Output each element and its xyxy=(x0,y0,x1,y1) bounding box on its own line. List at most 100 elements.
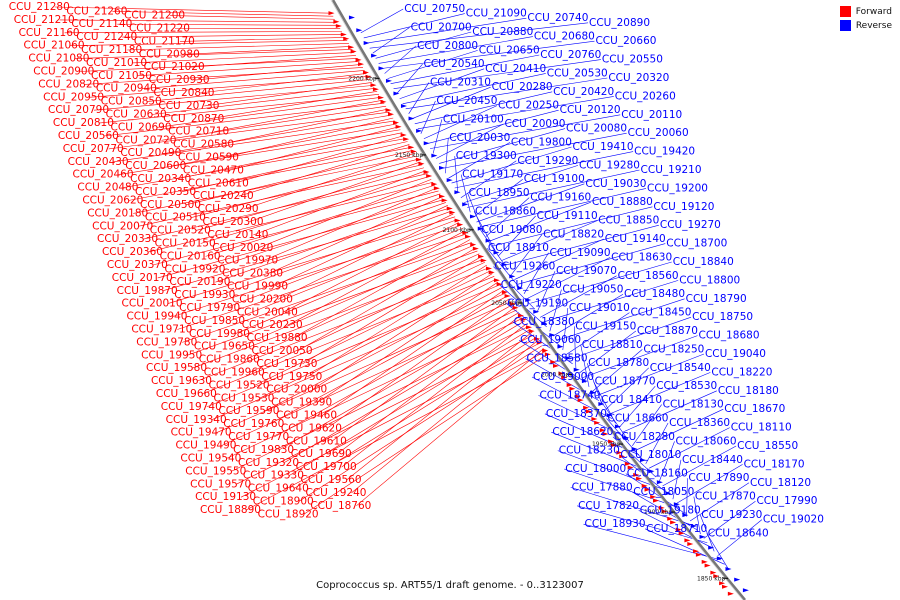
forward-gene xyxy=(687,542,694,547)
forward-connector xyxy=(336,315,521,455)
forward-gene xyxy=(496,282,503,287)
reverse-connector xyxy=(411,86,491,120)
forward-gene-label: CCU_20300 xyxy=(203,216,264,228)
forward-gene xyxy=(504,294,511,299)
forward-gene-label: CCU_19880 xyxy=(247,332,308,344)
forward-connector xyxy=(122,34,344,38)
reverse-connector xyxy=(580,344,590,387)
forward-gene xyxy=(684,538,691,543)
forward-gene xyxy=(520,317,527,322)
forward-gene-label: CCU_19780 xyxy=(136,336,197,348)
forward-connector xyxy=(225,219,458,309)
reverse-connector xyxy=(467,169,640,208)
reverse-gene-label: CCU_19140 xyxy=(605,233,666,245)
forward-gene-label: CCU_21050 xyxy=(91,70,152,82)
reverse-connector xyxy=(381,40,595,69)
forward-gene xyxy=(693,549,700,554)
forward-gene-label: CCU_20770 xyxy=(63,143,124,155)
reverse-gene-label: CCU_18660 xyxy=(607,412,668,424)
reverse-gene-label: CCU_18910 xyxy=(488,242,549,254)
forward-connector xyxy=(274,304,514,438)
forward-gene xyxy=(385,108,392,113)
forward-gene xyxy=(585,409,592,414)
forward-gene-label: CCU_20290 xyxy=(198,203,259,215)
forward-connector xyxy=(263,187,437,261)
forward-gene-label: CCU_20170 xyxy=(112,272,173,284)
reverse-gene-label: CCU_18820 xyxy=(543,228,604,240)
forward-gene xyxy=(624,461,631,466)
forward-gene xyxy=(650,494,657,499)
forward-gene-label: CCU_20070 xyxy=(92,220,153,232)
reverse-gene-label: CCU_20680 xyxy=(534,31,595,43)
forward-gene-label: CCU_19540 xyxy=(180,453,241,465)
reverse-gene-label: CCU_20890 xyxy=(589,17,650,29)
forward-connector xyxy=(238,144,410,197)
forward-gene xyxy=(333,19,340,24)
reverse-gene-label: CCU_18220 xyxy=(711,366,772,378)
forward-gene-label: CCU_19770 xyxy=(228,431,289,443)
reverse-gene-label: CCU_17990 xyxy=(756,495,817,507)
reverse-gene-label: CCU_18780 xyxy=(588,357,649,369)
reverse-gene-label: CCU_18810 xyxy=(582,339,643,351)
forward-gene-label: CCU_19630 xyxy=(151,375,212,387)
reverse-gene-label: CCU_18410 xyxy=(601,394,662,406)
reverse-gene-label: CCU_19100 xyxy=(524,173,585,185)
reverse-gene-label: CCU_17870 xyxy=(695,491,756,503)
reverse-gene-label: CCU_18180 xyxy=(718,385,779,397)
forward-gene-label: CCU_20520 xyxy=(150,225,211,237)
forward-gene-label: CCU_19660 xyxy=(156,388,217,400)
reverse-gene-label: CCU_18620 xyxy=(552,426,613,438)
reverse-gene-label: CCU_20880 xyxy=(472,26,533,38)
forward-gene-label: CCU_20180 xyxy=(87,207,148,219)
reverse-gene xyxy=(356,28,363,33)
reverse-gene xyxy=(606,413,613,418)
forward-connector xyxy=(331,306,516,442)
reverse-gene-label: CCU_19160 xyxy=(530,192,591,204)
forward-gene xyxy=(721,584,728,589)
forward-gene xyxy=(509,301,516,306)
forward-gene-label: CCU_20470 xyxy=(183,164,244,176)
reverse-gene xyxy=(598,401,605,406)
reverse-connector xyxy=(593,381,616,424)
reverse-gene xyxy=(477,226,484,231)
forward-gene xyxy=(470,242,477,247)
forward-gene xyxy=(550,360,557,365)
forward-gene-label: CCU_19550 xyxy=(185,465,246,477)
reverse-gene-label: CCU_19420 xyxy=(634,146,695,158)
reverse-gene-label: CCU_18450 xyxy=(630,307,691,319)
reverse-connector xyxy=(426,109,559,144)
forward-gene-label: CCU_21180 xyxy=(81,44,142,56)
forward-connector xyxy=(239,245,474,347)
forward-gene xyxy=(713,574,720,579)
reverse-gene-label: CCU_20700 xyxy=(411,21,472,33)
reverse-connector xyxy=(442,132,627,169)
reverse-gene xyxy=(541,321,548,326)
reverse-connector xyxy=(420,100,436,134)
forward-connector xyxy=(54,6,332,14)
forward-gene-label: CCU_20840 xyxy=(153,87,214,99)
forward-gene-label: CCU_20930 xyxy=(149,74,210,86)
forward-gene xyxy=(653,498,660,503)
reverse-gene xyxy=(493,250,500,255)
forward-gene-label: CCU_20160 xyxy=(160,250,221,262)
forward-connector xyxy=(258,179,432,249)
reverse-gene xyxy=(469,214,476,219)
forward-gene-label: CCU_19620 xyxy=(281,422,342,434)
reverse-gene xyxy=(565,356,572,361)
forward-connector xyxy=(351,340,539,494)
forward-connector xyxy=(185,149,414,206)
forward-gene xyxy=(355,57,362,62)
reverse-gene-label: CCU_19800 xyxy=(511,136,572,148)
forward-gene xyxy=(486,266,493,271)
forward-gene xyxy=(658,505,665,510)
reverse-connector xyxy=(576,505,708,544)
forward-connector xyxy=(214,99,383,132)
forward-gene-label: CCU_20020 xyxy=(212,242,273,254)
forward-gene-label: CCU_20900 xyxy=(33,66,94,78)
forward-connector xyxy=(151,88,376,115)
reverse-gene-label: CCU_18770 xyxy=(595,376,656,388)
reverse-connector xyxy=(648,427,730,469)
reverse-connector xyxy=(467,192,484,232)
reverse-gene-label: CCU_20450 xyxy=(436,95,497,107)
scale-tick-label: 1900 kbp xyxy=(644,509,672,516)
